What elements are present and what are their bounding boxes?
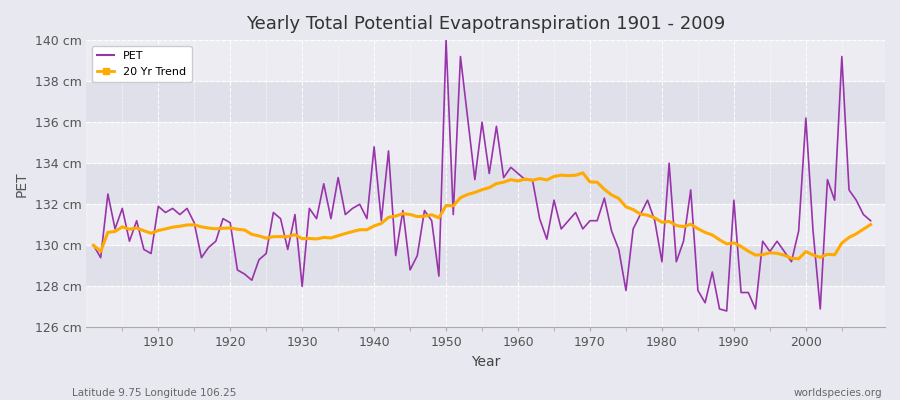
Text: worldspecies.org: worldspecies.org	[794, 388, 882, 398]
Bar	[86, 286, 885, 328]
Y-axis label: PET: PET	[15, 171, 29, 196]
Bar	[86, 204, 885, 245]
X-axis label: Year: Year	[471, 355, 500, 369]
Title: Yearly Total Potential Evapotranspiration 1901 - 2009: Yearly Total Potential Evapotranspiratio…	[246, 15, 725, 33]
Bar	[86, 122, 885, 163]
Bar	[86, 40, 885, 81]
Text: Latitude 9.75 Longitude 106.25: Latitude 9.75 Longitude 106.25	[72, 388, 237, 398]
Legend: PET, 20 Yr Trend: PET, 20 Yr Trend	[92, 46, 192, 82]
